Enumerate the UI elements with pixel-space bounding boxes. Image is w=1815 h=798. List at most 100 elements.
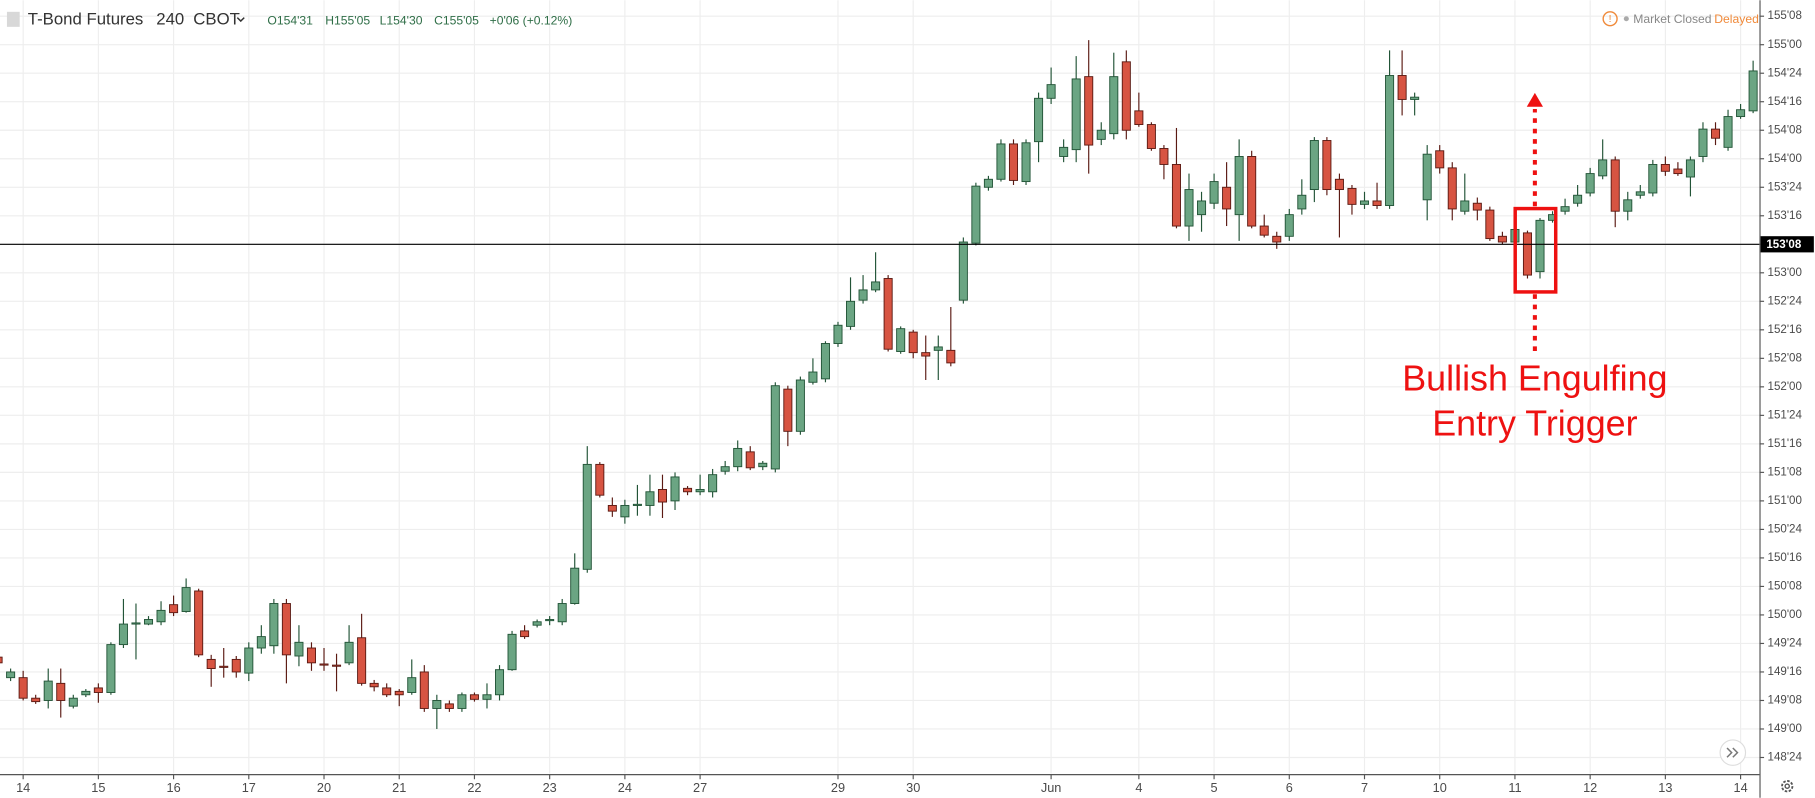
candle-body bbox=[770, 385, 780, 470]
candle-body bbox=[1673, 168, 1683, 175]
candle-body bbox=[1247, 156, 1257, 227]
candle-body bbox=[369, 682, 379, 688]
candle-body bbox=[1435, 150, 1445, 169]
warning-icon-mark: ! bbox=[1609, 14, 1612, 25]
symbol-icon bbox=[6, 11, 20, 27]
candle-body bbox=[1159, 148, 1169, 165]
candle-body bbox=[407, 677, 417, 693]
candle-body bbox=[946, 349, 956, 364]
candle-body bbox=[1685, 159, 1695, 178]
candle-body bbox=[256, 636, 266, 649]
candle-body bbox=[469, 694, 479, 700]
candle-body bbox=[169, 604, 179, 614]
candle-body bbox=[1134, 110, 1144, 126]
highlight-box bbox=[1513, 206, 1558, 294]
candle-body bbox=[81, 690, 91, 696]
candle-body bbox=[1535, 219, 1545, 273]
candle-body bbox=[708, 474, 718, 493]
candle-body bbox=[118, 623, 128, 646]
candles bbox=[0, 40, 1760, 729]
candle-body bbox=[181, 587, 191, 612]
interval[interactable]: 240 bbox=[156, 9, 184, 28]
candle-body bbox=[68, 697, 78, 707]
candle-body bbox=[545, 619, 555, 622]
candle-body bbox=[871, 281, 881, 291]
warning-icon[interactable] bbox=[1602, 11, 1618, 27]
annotation: Bullish Engulfing Entry Trigger bbox=[1402, 92, 1668, 444]
candle-body bbox=[1648, 163, 1658, 194]
candle-body bbox=[532, 621, 542, 626]
ohlc-low: L154'30 bbox=[380, 13, 423, 27]
candle-body bbox=[1008, 143, 1019, 181]
candle-body bbox=[795, 379, 805, 432]
candle-body bbox=[1171, 163, 1181, 227]
candle-body bbox=[657, 489, 668, 503]
y-tick-label: 153'16 bbox=[1768, 210, 1802, 222]
candle-body bbox=[1359, 200, 1370, 205]
price-label-box bbox=[1760, 236, 1814, 253]
x-tick-label: 29 bbox=[831, 780, 845, 795]
header: T-Bond Futures 240 CBOT O154'31 H155'05 … bbox=[6, 9, 1759, 28]
candle-body bbox=[1071, 78, 1081, 151]
candle-body bbox=[43, 680, 53, 701]
y-tick-label: 153'00 bbox=[1768, 267, 1802, 279]
candle-body bbox=[1723, 116, 1733, 148]
candle-body bbox=[6, 671, 16, 679]
candle-body bbox=[1736, 109, 1746, 118]
candle-body bbox=[1121, 61, 1131, 131]
x-tick-label: 14 bbox=[16, 780, 30, 795]
x-tick-label: 7 bbox=[1361, 780, 1368, 795]
y-tick-label: 153'24 bbox=[1768, 181, 1803, 193]
y-tick-label: 154'00 bbox=[1768, 153, 1802, 165]
candle-body bbox=[1497, 235, 1507, 243]
candle-body bbox=[131, 622, 141, 625]
candle-body bbox=[495, 669, 505, 696]
y-tick-label: 154'24 bbox=[1768, 67, 1803, 79]
candle-body bbox=[958, 241, 968, 301]
market-status: Market Closed bbox=[1633, 12, 1711, 26]
candle-body bbox=[1660, 163, 1670, 172]
x-tick-label: 10 bbox=[1433, 780, 1447, 795]
candle-body bbox=[244, 647, 254, 674]
candle-body bbox=[1560, 206, 1570, 212]
candle-body bbox=[1084, 76, 1094, 146]
candle-body bbox=[595, 463, 605, 496]
y-tick-label: 149'24 bbox=[1768, 638, 1803, 650]
symbol-dropdown[interactable] bbox=[236, 17, 245, 23]
scroll-button[interactable] bbox=[1719, 739, 1747, 766]
candle-body bbox=[1234, 156, 1244, 216]
candle-body bbox=[1410, 96, 1420, 100]
controls bbox=[1719, 739, 1794, 793]
candle-body bbox=[1021, 142, 1031, 183]
x-tick-label: 20 bbox=[317, 780, 331, 795]
settings-button[interactable] bbox=[1781, 780, 1794, 793]
y-tick-label: 154'08 bbox=[1768, 124, 1802, 136]
candle-body bbox=[645, 491, 655, 506]
candle-body bbox=[394, 690, 404, 696]
settings-icon bbox=[1784, 783, 1790, 789]
scroll-icon bbox=[1726, 747, 1739, 758]
candle-body bbox=[106, 644, 116, 693]
candle-body bbox=[1034, 97, 1044, 143]
candle-body bbox=[908, 331, 918, 354]
x-tick-label: 15 bbox=[91, 780, 105, 795]
candle-body bbox=[194, 590, 204, 656]
candle-body bbox=[820, 343, 830, 380]
candle-body bbox=[319, 663, 329, 666]
candle-body bbox=[1184, 189, 1194, 227]
candle-body bbox=[1522, 232, 1532, 276]
y-tick-label: 149'16 bbox=[1768, 666, 1802, 678]
x-tick-label: 13 bbox=[1658, 780, 1672, 795]
ohlc-open: O154'31 bbox=[267, 13, 313, 27]
candle-body bbox=[294, 641, 304, 657]
y-tick-label: 152'00 bbox=[1768, 381, 1802, 393]
candle-body bbox=[1347, 187, 1357, 205]
status-dot bbox=[1623, 16, 1629, 22]
y-tick-label: 152'08 bbox=[1768, 352, 1802, 364]
candle-body bbox=[921, 352, 931, 357]
candle-body bbox=[1209, 181, 1219, 204]
candle-body bbox=[670, 476, 680, 502]
candle-body bbox=[382, 687, 392, 696]
arrow-head bbox=[1526, 92, 1543, 107]
